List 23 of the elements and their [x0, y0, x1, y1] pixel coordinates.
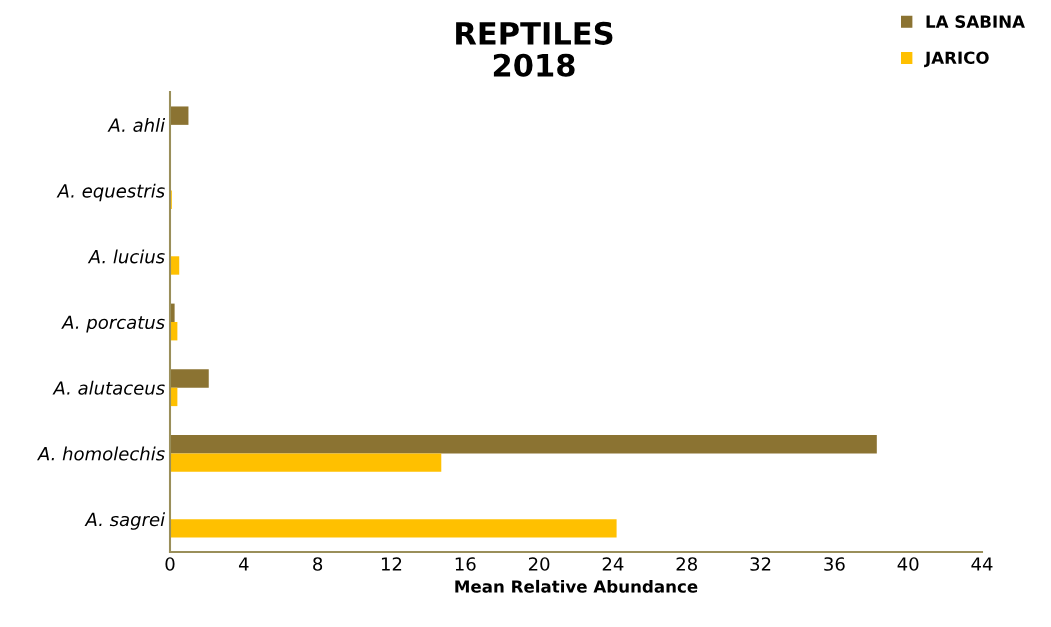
legend-label: JARICO: [924, 51, 989, 68]
y-tick-label: A. sagrei: [84, 512, 166, 530]
y-tick-label: A. equestris: [56, 183, 165, 202]
x-tick-label: 36: [824, 557, 845, 571]
x-tick-label: 24: [602, 557, 624, 571]
x-tick-label: 8: [313, 557, 323, 571]
x-axis-title: Mean Relative Abundance: [455, 579, 698, 593]
y-tick-label: A. homolechis: [36, 446, 165, 461]
x-tick-label: 16: [455, 557, 476, 571]
x-tick-label: 0: [165, 557, 175, 571]
y-tick-label: A. porcatus: [61, 315, 165, 333]
chart-title: REPTILES 2018: [456, 21, 613, 77]
y-tick-label: A. ahli: [107, 118, 166, 132]
x-tick-label: 44: [971, 557, 993, 571]
y-tick-label: A. alutaceus: [52, 380, 165, 395]
y-tick-label: A. lucius: [87, 249, 165, 264]
x-tick-label: 4: [238, 557, 249, 571]
x-tick-label: 32: [750, 557, 771, 571]
x-tick-label: 20: [528, 557, 550, 571]
x-tick-label: 40: [897, 557, 919, 571]
x-tick-label: 28: [676, 557, 697, 571]
legend-label: LA SABINA: [926, 15, 1025, 28]
x-tick-label: 12: [381, 557, 402, 571]
